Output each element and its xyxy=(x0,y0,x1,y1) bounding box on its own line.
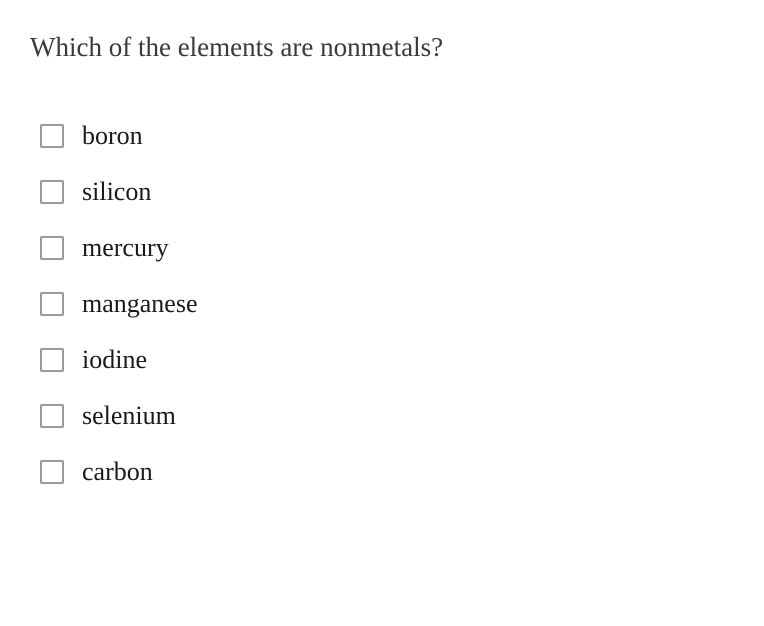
checkbox-selenium[interactable] xyxy=(40,404,64,428)
question-text: Which of the elements are nonmetals? xyxy=(30,32,734,63)
option-row: manganese xyxy=(40,289,734,319)
option-label-manganese[interactable]: manganese xyxy=(82,289,198,319)
options-list: boron silicon mercury manganese iodine s… xyxy=(30,121,734,487)
option-row: carbon xyxy=(40,457,734,487)
checkbox-iodine[interactable] xyxy=(40,348,64,372)
option-row: silicon xyxy=(40,177,734,207)
option-label-carbon[interactable]: carbon xyxy=(82,457,153,487)
option-label-boron[interactable]: boron xyxy=(82,121,143,151)
checkbox-silicon[interactable] xyxy=(40,180,64,204)
option-row: iodine xyxy=(40,345,734,375)
checkbox-mercury[interactable] xyxy=(40,236,64,260)
checkbox-manganese[interactable] xyxy=(40,292,64,316)
option-label-iodine[interactable]: iodine xyxy=(82,345,147,375)
option-label-selenium[interactable]: selenium xyxy=(82,401,176,431)
option-row: boron xyxy=(40,121,734,151)
checkbox-carbon[interactable] xyxy=(40,460,64,484)
checkbox-boron[interactable] xyxy=(40,124,64,148)
option-row: selenium xyxy=(40,401,734,431)
option-label-silicon[interactable]: silicon xyxy=(82,177,151,207)
option-row: mercury xyxy=(40,233,734,263)
option-label-mercury[interactable]: mercury xyxy=(82,233,169,263)
